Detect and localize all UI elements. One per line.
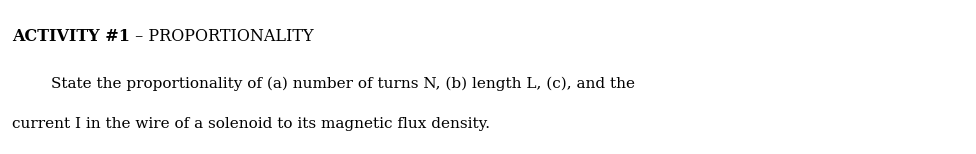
Text: State the proportionality of (a) number of turns N, (b) length L, (c), and the: State the proportionality of (a) number … [12, 77, 634, 91]
Text: – PROPORTIONALITY: – PROPORTIONALITY [130, 28, 313, 45]
Text: current I in the wire of a solenoid to its magnetic flux density.: current I in the wire of a solenoid to i… [12, 117, 490, 131]
Text: ACTIVITY #1: ACTIVITY #1 [12, 28, 130, 45]
